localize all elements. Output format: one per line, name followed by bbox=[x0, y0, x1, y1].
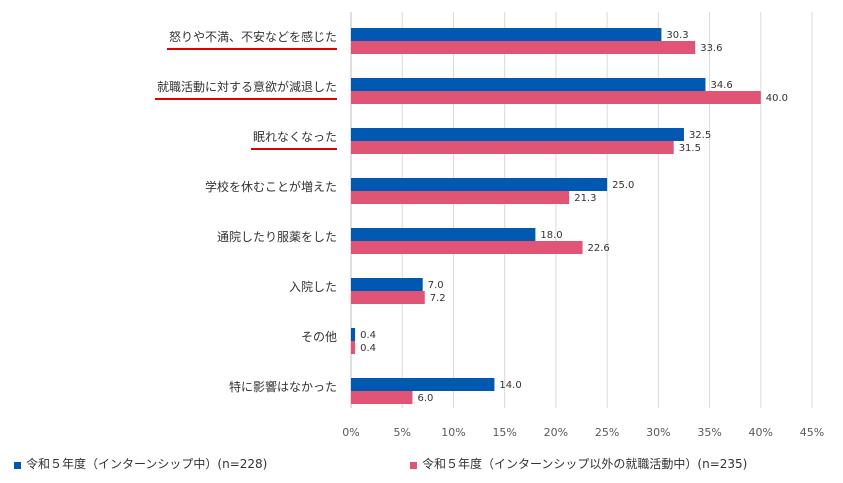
value-label-series-1: 0.4 bbox=[360, 330, 376, 341]
category-label: 就職活動に対する意欲が減退した bbox=[157, 79, 337, 94]
bar-series-1 bbox=[351, 378, 495, 391]
category-label: 入院した bbox=[289, 280, 337, 294]
legend-swatch-series-2 bbox=[410, 462, 417, 469]
category-labels: 怒りや不満、不安などを感じた就職活動に対する意欲が減退した眠れなくなった学校を休… bbox=[154, 29, 337, 394]
category-label: その他 bbox=[301, 330, 337, 344]
x-axis-tick-labels: 0% 5% 10% 15% 20% 25% 30% 35% 40% 45% bbox=[342, 426, 824, 439]
bars bbox=[351, 28, 761, 404]
bar-series-1 bbox=[351, 178, 608, 191]
x-tick-label: 35% bbox=[697, 426, 721, 439]
x-tick-label: 25% bbox=[595, 426, 619, 439]
legend-swatch-series-1 bbox=[14, 462, 21, 469]
value-label-series-2: 31.5 bbox=[679, 143, 701, 154]
category-label: 学校を休むことが増えた bbox=[205, 179, 337, 194]
bar-series-1 bbox=[351, 228, 536, 241]
bar-series-1 bbox=[351, 128, 684, 141]
bar-series-1 bbox=[351, 28, 662, 41]
category-label: 特に影響はなかった bbox=[229, 379, 337, 394]
category-label: 怒りや不満、不安などを感じた bbox=[169, 29, 337, 44]
value-label-series-1: 25.0 bbox=[612, 180, 634, 191]
legend-label-series-1: 令和５年度（インターンシップ中）(n=228) bbox=[26, 457, 268, 471]
value-label-series-1: 30.3 bbox=[666, 30, 688, 41]
bar-series-1 bbox=[351, 278, 423, 291]
value-label-series-1: 34.6 bbox=[710, 80, 732, 91]
value-label-series-2: 6.0 bbox=[417, 393, 433, 404]
bar-series-1 bbox=[351, 78, 706, 91]
value-label-series-2: 0.4 bbox=[360, 343, 376, 354]
x-tick-label: 0% bbox=[342, 426, 359, 439]
value-label-series-2: 33.6 bbox=[700, 43, 722, 54]
bar-series-1 bbox=[351, 328, 356, 341]
value-label-series-1: 32.5 bbox=[689, 130, 711, 141]
bar-series-2 bbox=[351, 341, 356, 354]
legend-label-series-2: 令和５年度（インターンシップ以外の就職活動中）(n=235) bbox=[422, 457, 748, 471]
value-label-series-1: 14.0 bbox=[499, 380, 521, 391]
legend-item-series-2: 令和５年度（インターンシップ以外の就職活動中）(n=235) bbox=[410, 455, 747, 472]
value-label-series-2: 22.6 bbox=[588, 243, 610, 254]
x-tick-label: 5% bbox=[393, 426, 410, 439]
x-tick-label: 15% bbox=[492, 426, 516, 439]
value-label-series-2: 40.0 bbox=[766, 93, 788, 104]
x-tick-label: 40% bbox=[749, 426, 773, 439]
legend-item-series-1: 令和５年度（インターンシップ中）(n=228) bbox=[14, 455, 267, 472]
value-label-series-1: 7.0 bbox=[428, 280, 444, 291]
bar-series-2 bbox=[351, 191, 570, 204]
bar-series-2 bbox=[351, 141, 674, 154]
value-labels: 30.3 33.6 34.6 40.0 32.5 31.5 25.0 21.3 18.0 22.6… bbox=[360, 30, 788, 404]
value-label-series-2: 7.2 bbox=[430, 293, 446, 304]
category-label: 眠れなくなった bbox=[253, 130, 337, 144]
value-label-series-2: 21.3 bbox=[574, 193, 596, 204]
category-label: 通院したり服薬をした bbox=[217, 230, 337, 244]
bar-series-2 bbox=[351, 391, 413, 404]
bar-series-2 bbox=[351, 291, 425, 304]
x-tick-label: 10% bbox=[441, 426, 465, 439]
gridlines bbox=[350, 12, 813, 408]
value-label-series-1: 18.0 bbox=[540, 230, 562, 241]
bar-series-2 bbox=[351, 241, 583, 254]
x-tick-label: 20% bbox=[544, 426, 568, 439]
x-tick-label: 30% bbox=[646, 426, 670, 439]
x-tick-label: 45% bbox=[800, 426, 824, 439]
bar-series-2 bbox=[351, 91, 761, 104]
bar-series-2 bbox=[351, 41, 696, 54]
